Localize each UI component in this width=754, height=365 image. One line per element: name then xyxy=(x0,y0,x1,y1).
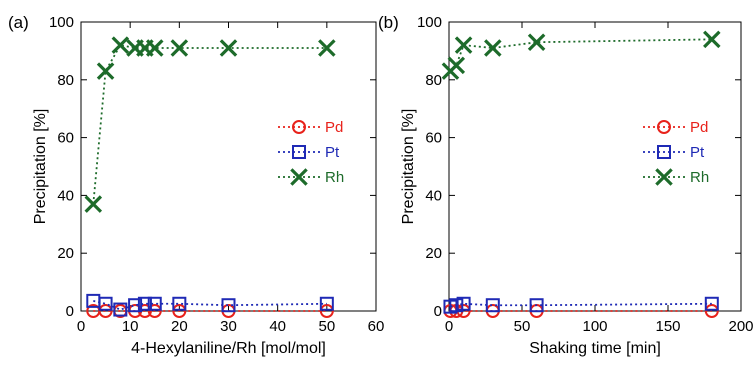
data-point xyxy=(319,304,334,318)
data-point xyxy=(84,195,103,213)
y-axis-title: Precipitation [%] xyxy=(32,109,49,225)
x-axis-title: 4-Hexylaniline/Rh [mol/mol] xyxy=(131,340,326,357)
y-tick-label: 100 xyxy=(49,14,74,31)
data-point xyxy=(447,56,466,75)
data-point xyxy=(98,296,113,311)
data-point xyxy=(172,304,187,318)
data-point xyxy=(147,296,162,311)
data-point xyxy=(527,33,546,51)
legend-entry-pt: Pt xyxy=(278,144,340,161)
y-tick-label: 20 xyxy=(425,245,442,262)
legend-marker xyxy=(655,168,673,186)
series-line xyxy=(450,302,712,308)
legend-entry-pt: Pt xyxy=(643,144,705,161)
data-point xyxy=(113,302,128,317)
data-point xyxy=(319,296,334,311)
data-point xyxy=(98,304,113,318)
data-point xyxy=(221,298,236,313)
series-rh xyxy=(441,30,721,80)
y-tick-label: 80 xyxy=(425,72,442,89)
legend-entry-rh: Rh xyxy=(643,168,709,186)
series-rh xyxy=(84,36,336,213)
data-point xyxy=(704,296,719,311)
x-tick-label: 30 xyxy=(220,318,237,335)
data-point xyxy=(111,36,130,54)
x-axis-title: Shaking time [min] xyxy=(529,340,661,357)
y-tick-label: 80 xyxy=(57,72,74,89)
y-tick-label: 60 xyxy=(57,130,74,147)
legend-marker xyxy=(292,145,306,159)
legend-entry-pd: Pd xyxy=(278,119,343,136)
data-point xyxy=(172,296,187,311)
data-point xyxy=(704,304,719,318)
data-point xyxy=(703,30,721,49)
legend-label: Pd xyxy=(325,119,343,136)
series-pd xyxy=(443,304,719,318)
y-tick-label: 20 xyxy=(57,245,74,262)
y-tick-label: 100 xyxy=(417,14,442,31)
x-tick-label: 20 xyxy=(171,318,188,335)
data-point xyxy=(219,39,238,57)
legend-marker xyxy=(290,168,308,186)
series-line xyxy=(92,44,327,205)
x-tick-label: 10 xyxy=(122,318,139,335)
panel-b: (b) 0 50 100 150 200 0 20 40 60 80 100 Shaking time … xyxy=(378,13,754,357)
legend-marker xyxy=(657,120,671,134)
data-point xyxy=(484,39,502,57)
panel-label: (b) xyxy=(378,13,399,32)
legend-marker xyxy=(292,120,306,134)
data-point xyxy=(145,39,164,57)
legend-label: Pt xyxy=(690,144,705,161)
legend-label: Rh xyxy=(325,169,344,186)
legend-label: Pd xyxy=(690,119,708,136)
data-point xyxy=(170,39,189,57)
panel-label: (a) xyxy=(8,13,29,32)
y-axis-title: Precipitation [%] xyxy=(400,109,417,225)
series-line xyxy=(93,300,327,311)
panel-a: (a) 0 10 20 30 40 50 60 0 20 40 60 80 100 4-Hexylanili… xyxy=(8,13,384,357)
y-tick-label: 40 xyxy=(57,187,74,204)
legend-marker xyxy=(657,145,671,159)
series-pt xyxy=(86,293,334,317)
data-point xyxy=(96,62,115,80)
data-point xyxy=(454,36,473,54)
x-tick-label: 200 xyxy=(728,318,753,335)
series-pt xyxy=(443,296,719,314)
legend-entry-rh: Rh xyxy=(278,168,344,186)
data-point xyxy=(485,298,500,313)
x-tick-label: 50 xyxy=(318,318,335,335)
data-point xyxy=(449,298,464,313)
data-point xyxy=(456,296,471,311)
x-tick-label: 50 xyxy=(514,318,531,335)
legend-label: Pt xyxy=(325,144,340,161)
y-tick-label: 60 xyxy=(425,130,442,147)
x-tick-label: 0 xyxy=(77,318,85,335)
data-point xyxy=(128,298,143,313)
x-tick-label: 0 xyxy=(445,318,453,335)
x-tick-label: 100 xyxy=(582,318,607,335)
y-tick-label: 0 xyxy=(66,303,74,320)
data-point xyxy=(137,296,152,311)
x-tick-label: 150 xyxy=(655,318,680,335)
y-tick-label: 0 xyxy=(434,303,442,320)
data-point xyxy=(147,304,162,318)
data-point xyxy=(318,39,336,57)
x-tick-label: 60 xyxy=(368,318,385,335)
plot-frame xyxy=(448,21,742,312)
legend-label: Rh xyxy=(690,169,709,186)
x-tick-label: 40 xyxy=(269,318,286,335)
data-point xyxy=(529,298,544,313)
plot-frame xyxy=(80,21,377,312)
y-tick-label: 40 xyxy=(425,187,442,204)
legend-entry-pd: Pd xyxy=(643,119,708,136)
